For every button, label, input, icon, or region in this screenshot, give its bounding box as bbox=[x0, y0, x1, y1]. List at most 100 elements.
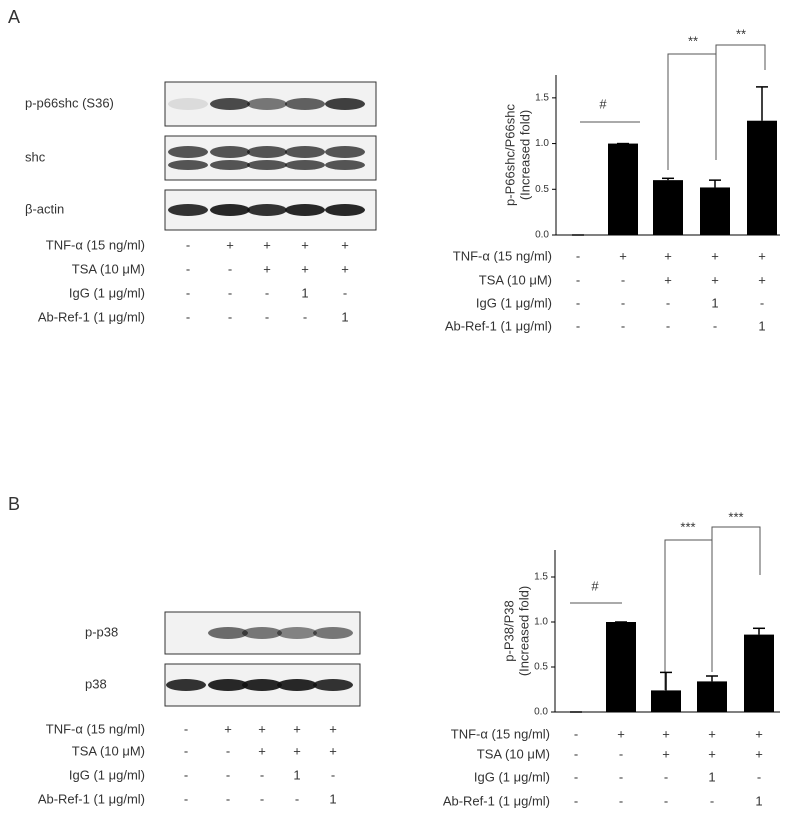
bar bbox=[608, 143, 638, 235]
treatment-label: TNF-α (15 ng/ml) bbox=[451, 726, 550, 741]
treatment-mark: - bbox=[184, 743, 188, 758]
error-bar bbox=[706, 675, 718, 682]
treatment-mark: - bbox=[664, 769, 668, 784]
treatment-mark: + bbox=[293, 743, 301, 758]
treatment-mark: + bbox=[708, 746, 716, 761]
treatment-mark: - bbox=[303, 309, 307, 324]
treatment-label: IgG (1 μg/ml) bbox=[474, 769, 550, 784]
blot-band bbox=[285, 204, 325, 216]
error-bar bbox=[660, 671, 672, 691]
treatment-mark: - bbox=[260, 767, 264, 782]
treatment-mark: - bbox=[186, 237, 190, 252]
treatment-label: TSA (10 μM) bbox=[72, 743, 145, 758]
treatment-mark: 1 bbox=[758, 318, 765, 333]
treatment-mark: 1 bbox=[711, 295, 718, 310]
treatment-mark: 1 bbox=[293, 767, 300, 782]
y-tick-label: 1.0 bbox=[534, 617, 548, 628]
error-bar bbox=[756, 86, 768, 121]
blot-band bbox=[168, 204, 208, 216]
treatment-mark: + bbox=[617, 726, 625, 741]
blot-band bbox=[313, 627, 353, 639]
treatment-mark: 1 bbox=[341, 309, 348, 324]
treatment-label: Ab-Ref-1 (1 μg/ml) bbox=[38, 791, 145, 806]
treatment-mark: - bbox=[619, 746, 623, 761]
brackets bbox=[570, 44, 766, 690]
blot-band bbox=[285, 160, 325, 170]
blot-band bbox=[166, 679, 206, 691]
error-bar bbox=[753, 627, 765, 635]
treatment-mark: - bbox=[226, 767, 230, 782]
treatment-mark: - bbox=[265, 309, 269, 324]
panel-letter: A bbox=[8, 7, 20, 27]
treatment-mark: - bbox=[576, 248, 580, 263]
treatment-mark: + bbox=[755, 746, 763, 761]
bar bbox=[651, 690, 681, 712]
treatment-mark: - bbox=[331, 767, 335, 782]
treatment-mark: - bbox=[184, 721, 188, 736]
treatment-mark: + bbox=[711, 248, 719, 263]
annotation: ** bbox=[688, 33, 698, 48]
treatment-mark: - bbox=[574, 726, 578, 741]
treatment-mark: - bbox=[713, 318, 717, 333]
treatment-mark: - bbox=[664, 793, 668, 808]
blot-band bbox=[210, 98, 250, 110]
bar bbox=[697, 681, 727, 712]
treatment-label: TNF-α (15 ng/ml) bbox=[453, 248, 552, 263]
treatment-mark: + bbox=[758, 248, 766, 263]
y-tick-label: 1.5 bbox=[534, 572, 548, 583]
treatment-label: IgG (1 μg/ml) bbox=[69, 767, 145, 782]
treatment-label: IgG (1 μg/ml) bbox=[476, 295, 552, 310]
treatment-mark: + bbox=[664, 248, 672, 263]
bar bbox=[606, 622, 636, 712]
treatment-mark: - bbox=[228, 285, 232, 300]
blot-band bbox=[168, 160, 208, 170]
blot-band bbox=[208, 679, 248, 691]
treatment-mark: - bbox=[576, 295, 580, 310]
blot-band bbox=[285, 146, 325, 158]
bar bbox=[700, 187, 730, 235]
treatment-mark: - bbox=[184, 791, 188, 806]
treatment-mark: - bbox=[666, 295, 670, 310]
treatment-mark: - bbox=[621, 318, 625, 333]
y-axis-label: (Increased fold) bbox=[516, 586, 531, 676]
blot-band bbox=[168, 98, 208, 110]
treatment-label: TSA (10 μM) bbox=[477, 746, 550, 761]
blot-band bbox=[210, 160, 250, 170]
y-tick-label: 1.0 bbox=[535, 138, 549, 149]
blot-band bbox=[325, 160, 365, 170]
error-bar bbox=[662, 177, 674, 181]
y-tick-label: 0.5 bbox=[534, 662, 548, 673]
treatment-mark: - bbox=[574, 793, 578, 808]
treatment-mark: - bbox=[574, 746, 578, 761]
treatment-mark: - bbox=[619, 769, 623, 784]
blot-band bbox=[242, 679, 282, 691]
blot-band bbox=[168, 146, 208, 158]
blot-band bbox=[208, 627, 248, 639]
y-tick-label: 0.0 bbox=[535, 230, 549, 241]
blot-label: β-actin bbox=[25, 201, 64, 216]
treatment-mark: - bbox=[576, 272, 580, 287]
treatment-mark: + bbox=[224, 721, 232, 736]
bar bbox=[744, 634, 774, 712]
treatment-mark: - bbox=[265, 285, 269, 300]
treatment-mark: + bbox=[758, 272, 766, 287]
blot-band bbox=[242, 627, 282, 639]
treatment-label: TSA (10 μM) bbox=[72, 261, 145, 276]
treatment-mark: + bbox=[293, 721, 301, 736]
panel-letter: B bbox=[8, 494, 20, 514]
y-axis-label: p-P66shc/P66shc bbox=[502, 104, 517, 206]
treatment-mark: + bbox=[708, 726, 716, 741]
treatment-mark: + bbox=[329, 721, 337, 736]
treatment-mark: + bbox=[263, 261, 271, 276]
blot-band bbox=[277, 627, 317, 639]
treatment-label: Ab-Ref-1 (1 μg/ml) bbox=[38, 309, 145, 324]
treatment-mark: 1 bbox=[329, 791, 336, 806]
treatment-mark: + bbox=[301, 237, 309, 252]
blot-band bbox=[210, 146, 250, 158]
treatment-label: Ab-Ref-1 (1 μg/ml) bbox=[445, 318, 552, 333]
annotation: ** bbox=[736, 26, 746, 41]
blot-band bbox=[325, 146, 365, 158]
treatment-mark: + bbox=[263, 237, 271, 252]
blot-band bbox=[313, 679, 353, 691]
